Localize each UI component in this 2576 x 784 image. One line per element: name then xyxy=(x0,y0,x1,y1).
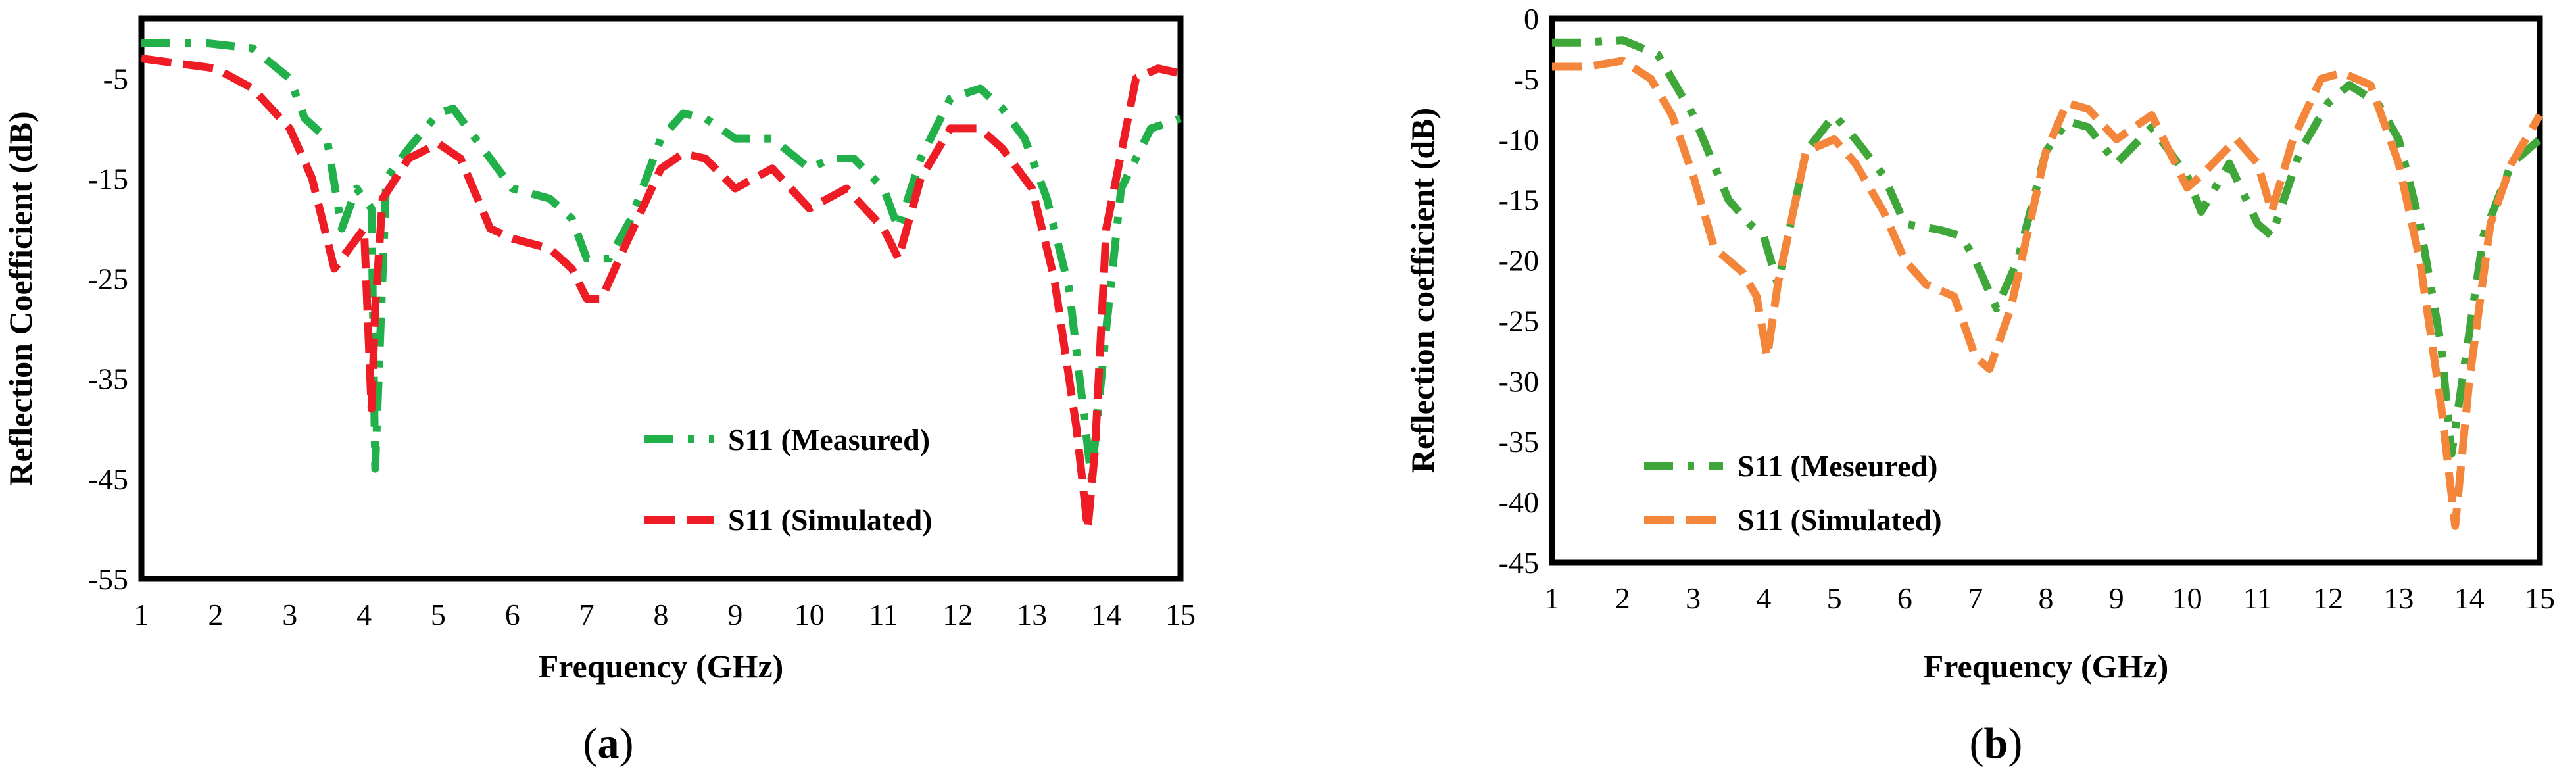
panel-caption: (b) xyxy=(1970,720,2023,768)
panel-caption: (a) xyxy=(583,720,634,768)
y-tick-label: -35 xyxy=(88,362,128,396)
panel-caption-letter: b xyxy=(1984,720,2008,768)
x-tick-label: 9 xyxy=(2109,581,2124,615)
series-line-measured xyxy=(1552,36,2542,458)
x-tick-label: 5 xyxy=(431,598,446,631)
x-axis-label: Frequency (GHz) xyxy=(539,648,784,685)
y-tick-label: -10 xyxy=(1499,123,1539,157)
y-tick-label: -45 xyxy=(1499,546,1539,579)
y-tick-label: -25 xyxy=(1499,304,1539,337)
x-tick-label: 8 xyxy=(2039,581,2054,615)
x-tick-label: 6 xyxy=(505,598,520,631)
x-tick-label: 9 xyxy=(727,598,742,631)
plot-frame xyxy=(138,15,1184,582)
y-tick-label: 0 xyxy=(1524,2,1539,36)
x-axis-label: Frequency (GHz) xyxy=(1924,648,2169,685)
x-tick-label: 14 xyxy=(2454,581,2485,615)
x-tick-label: 5 xyxy=(1827,581,1842,615)
x-tick-label: 12 xyxy=(2313,581,2343,615)
x-tick-label: 13 xyxy=(2383,581,2414,615)
x-tick-label: 12 xyxy=(942,598,973,631)
x-tick-label: 7 xyxy=(579,598,595,631)
legend-label: S11 (Simulated) xyxy=(1738,503,1942,537)
x-tick-label: 3 xyxy=(1686,581,1701,615)
chart-panel-b: 1 2 3 4 5 6 7 8 9 10 11 12 13 14 150-5-10-15-20-25-30-… xyxy=(1404,2,2555,768)
y-tick-label: -15 xyxy=(88,162,128,195)
x-tick-label: 7 xyxy=(1968,581,1983,615)
x-tick-label: 10 xyxy=(794,598,825,631)
legend: S11 (Meseured) S11 (Simulated) xyxy=(1644,449,1942,537)
y-tick-label: -45 xyxy=(88,462,128,496)
x-tick-label: 3 xyxy=(282,598,297,631)
y-tick-label: -15 xyxy=(1499,184,1539,217)
legend-label: S11 (Simulated) xyxy=(728,503,933,537)
x-tick-label: 8 xyxy=(654,598,669,631)
x-tick-label: 13 xyxy=(1017,598,1047,631)
x-tick-label: 10 xyxy=(2172,581,2202,615)
legend-label: S11 (Meseured) xyxy=(1738,449,1938,483)
x-tick-label: 14 xyxy=(1091,598,1121,631)
y-tick-label: -40 xyxy=(1499,485,1539,519)
y-tick-label: -20 xyxy=(1499,244,1539,278)
x-tick-label: 4 xyxy=(1756,581,1771,615)
x-tick-label: 1 xyxy=(1545,581,1560,615)
x-tick-label: 15 xyxy=(1165,598,1196,631)
x-tick-label: 2 xyxy=(1615,581,1630,615)
legend: S11 (Measured) S11 (Simulated) xyxy=(644,423,933,537)
y-tick-label: -5 xyxy=(1514,62,1539,96)
chart-panel-a: 1 2 3 4 5 6 7 8 9 10 11 12 13 14 15-5-15-25-35-45-55Fr… xyxy=(2,15,1196,768)
panel-caption-letter: a xyxy=(598,720,620,768)
y-axis-label: Reflection Coefficient (dB) xyxy=(2,111,39,485)
series-line-simulated xyxy=(141,54,1182,533)
y-axis-label: Reflection coefficient (dB) xyxy=(1404,108,1441,473)
series-line-measured xyxy=(141,39,1182,483)
legend-label: S11 (Measured) xyxy=(728,423,930,456)
y-tick-label: -35 xyxy=(1499,425,1539,458)
y-tick-label: -55 xyxy=(88,562,128,596)
x-tick-label: 15 xyxy=(2525,581,2555,615)
plot-frame xyxy=(1549,15,2543,566)
series-line-simulated xyxy=(1552,57,2544,530)
x-tick-label: 2 xyxy=(208,598,223,631)
y-tick-label: -5 xyxy=(103,62,128,95)
x-tick-label: 6 xyxy=(1897,581,1912,615)
y-tick-label: -25 xyxy=(88,262,128,296)
x-tick-label: 1 xyxy=(134,598,149,631)
x-tick-label: 11 xyxy=(2243,581,2272,615)
x-tick-label: 11 xyxy=(869,598,898,631)
y-tick-label: -30 xyxy=(1499,364,1539,398)
x-tick-label: 4 xyxy=(356,598,372,631)
